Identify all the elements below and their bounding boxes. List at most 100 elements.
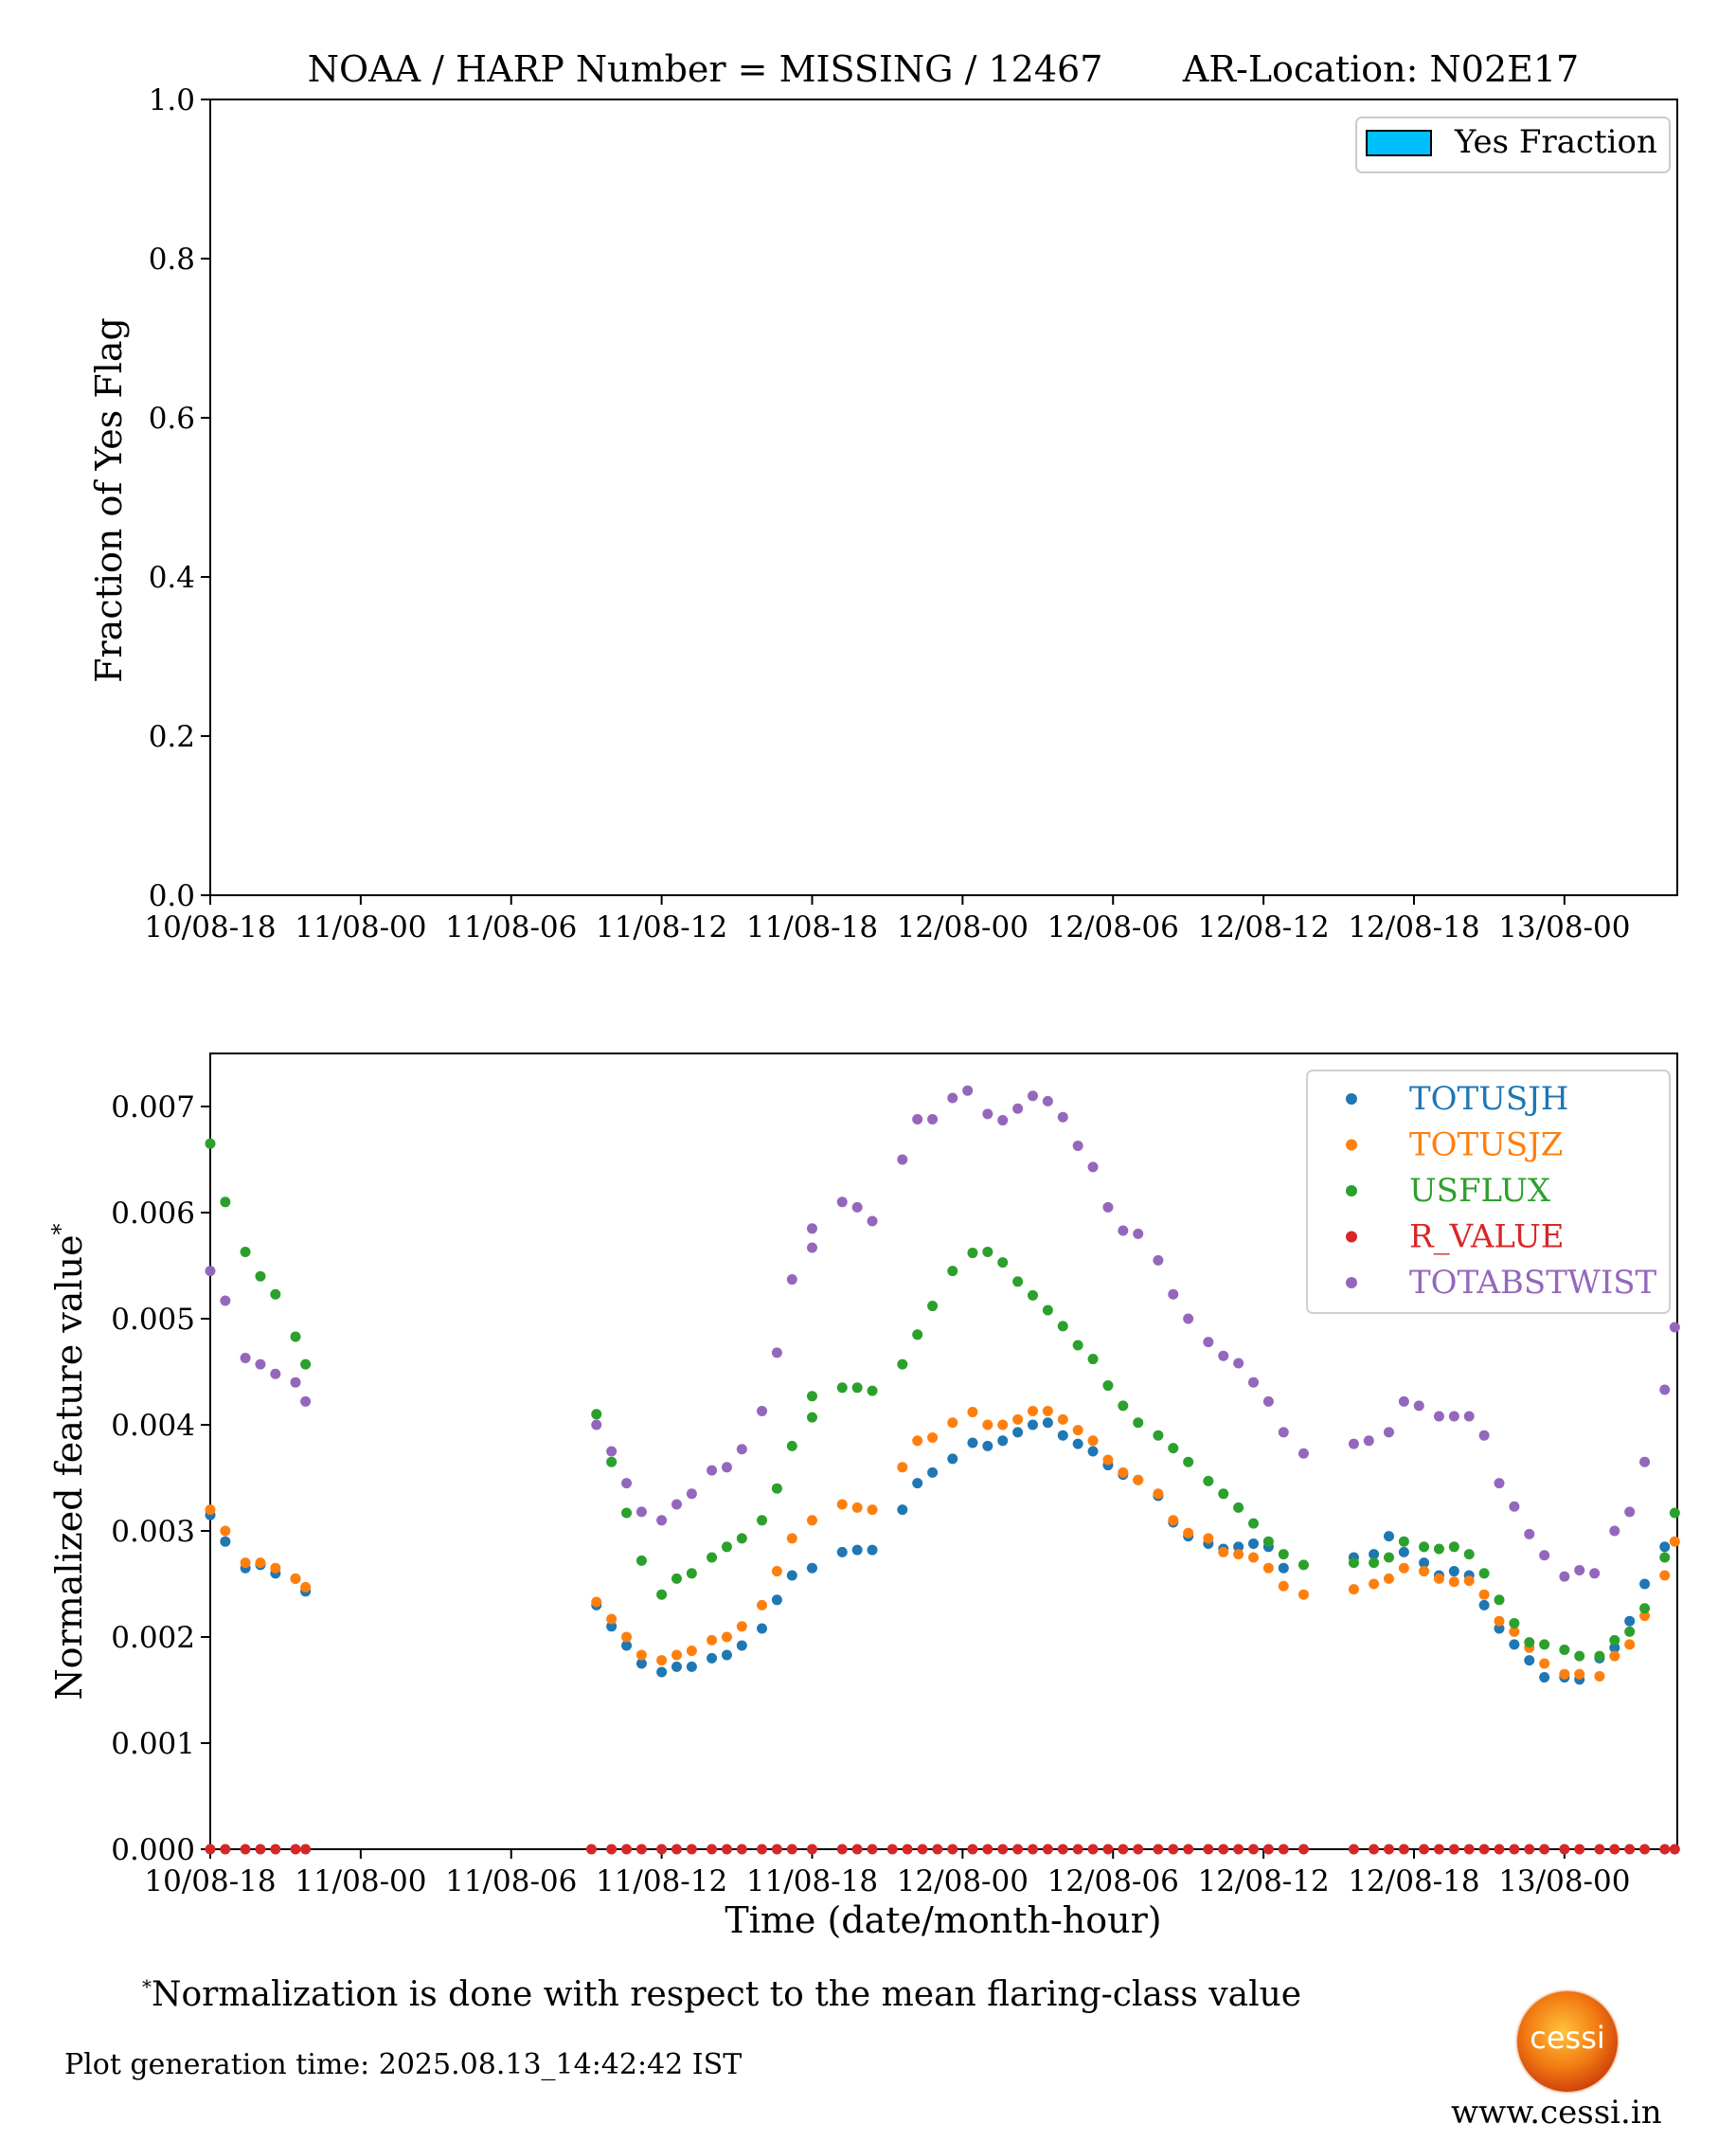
data-point-r-value bbox=[1298, 1844, 1309, 1855]
data-point-totabstwist bbox=[1248, 1376, 1260, 1388]
data-point-usflux bbox=[1624, 1626, 1636, 1637]
data-point-totusjz bbox=[786, 1533, 797, 1544]
feature-x-tick-label: 11/08-18 bbox=[746, 1864, 878, 1898]
feature-y-axis-label-marker: * bbox=[47, 1223, 74, 1234]
legend-label-totabstwist: TOTABSTWIST bbox=[1409, 1264, 1657, 1302]
data-point-totabstwist bbox=[962, 1085, 974, 1096]
data-point-totabstwist bbox=[606, 1446, 617, 1457]
footnote-text: Normalization is done with respect to th… bbox=[152, 1975, 1302, 2014]
data-point-r-value bbox=[1559, 1844, 1570, 1855]
data-point-totabstwist bbox=[707, 1465, 718, 1476]
data-point-r-value bbox=[290, 1844, 301, 1855]
data-point-totabstwist bbox=[1348, 1438, 1359, 1449]
data-point-totusjz bbox=[927, 1431, 939, 1443]
data-point-r-value bbox=[270, 1844, 281, 1855]
data-point-usflux bbox=[1594, 1650, 1605, 1662]
data-point-usflux bbox=[736, 1533, 747, 1544]
data-point-totusjz bbox=[671, 1649, 683, 1661]
data-point-usflux bbox=[1233, 1502, 1244, 1513]
footnote-marker: * bbox=[142, 1975, 152, 1998]
data-point-totusjh bbox=[867, 1544, 878, 1556]
data-point-r-value bbox=[1659, 1844, 1671, 1855]
data-point-totusjh bbox=[851, 1544, 863, 1556]
data-point-usflux bbox=[897, 1358, 908, 1370]
data-point-totabstwist bbox=[1463, 1411, 1475, 1422]
legend-frame bbox=[1355, 117, 1671, 173]
data-point-totusjh bbox=[635, 1658, 647, 1669]
data-point-usflux bbox=[1183, 1456, 1194, 1467]
data-point-totabstwist bbox=[806, 1223, 817, 1234]
data-point-usflux bbox=[1218, 1488, 1229, 1500]
data-point-r-value bbox=[1183, 1844, 1194, 1855]
data-point-totabstwist bbox=[721, 1462, 732, 1473]
data-point-totabstwist bbox=[851, 1201, 863, 1213]
data-point-usflux bbox=[1559, 1644, 1570, 1655]
yes-fraction-y-tick-label: 1.0 bbox=[149, 83, 195, 117]
feature-y-tick-label: 0.004 bbox=[111, 1409, 195, 1443]
data-point-usflux bbox=[867, 1385, 878, 1396]
data-point-usflux bbox=[1433, 1543, 1444, 1555]
data-point-usflux bbox=[621, 1507, 633, 1519]
data-point-totabstwist bbox=[736, 1444, 747, 1455]
data-point-totusjh bbox=[1057, 1430, 1068, 1441]
data-point-r-value bbox=[1102, 1844, 1114, 1855]
data-point-usflux bbox=[1087, 1354, 1099, 1365]
data-point-usflux bbox=[1509, 1617, 1520, 1628]
data-point-totusjz bbox=[656, 1655, 668, 1666]
data-point-totusjh bbox=[220, 1536, 231, 1547]
data-point-usflux bbox=[927, 1301, 939, 1312]
data-point-usflux bbox=[771, 1483, 782, 1494]
data-point-totabstwist bbox=[1012, 1103, 1024, 1114]
data-point-usflux bbox=[967, 1248, 978, 1259]
data-point-r-value bbox=[585, 1844, 597, 1855]
data-point-usflux bbox=[240, 1246, 251, 1257]
data-point-usflux bbox=[1448, 1541, 1459, 1553]
data-point-totabstwist bbox=[806, 1242, 817, 1253]
data-point-usflux bbox=[1478, 1568, 1490, 1579]
data-point-r-value bbox=[867, 1844, 878, 1855]
data-point-totusjh bbox=[1639, 1578, 1651, 1590]
data-point-totusjz bbox=[1168, 1515, 1179, 1526]
data-point-totabstwist bbox=[1589, 1568, 1601, 1579]
data-point-totabstwist bbox=[1413, 1400, 1424, 1412]
legend-label-usflux: USFLUX bbox=[1409, 1172, 1551, 1210]
data-point-usflux bbox=[1609, 1634, 1620, 1646]
website-link[interactable]: www.cessi.in bbox=[1451, 2094, 1662, 2132]
data-point-usflux bbox=[1669, 1507, 1680, 1519]
data-point-totusjz bbox=[621, 1631, 633, 1643]
data-point-usflux bbox=[1262, 1536, 1274, 1547]
footnote: *Normalization is done with respect to t… bbox=[142, 1975, 1301, 2014]
series-totabstwist bbox=[205, 1085, 1680, 1582]
yes-fraction-panel: 0.0 0.2 0.4 0.6 0.8 1.0 10/08-18 11/08-00 11/08-… bbox=[88, 83, 1678, 945]
data-point-totabstwist bbox=[1233, 1358, 1244, 1369]
data-point-totusjh bbox=[1087, 1446, 1099, 1457]
data-point-totabstwist bbox=[1278, 1427, 1289, 1438]
data-point-totusjz bbox=[1383, 1573, 1394, 1584]
data-point-r-value bbox=[1448, 1844, 1459, 1855]
data-point-usflux bbox=[1278, 1549, 1289, 1560]
data-point-usflux bbox=[656, 1589, 668, 1600]
data-point-r-value bbox=[1057, 1844, 1068, 1855]
data-point-usflux bbox=[1118, 1400, 1129, 1412]
data-point-totabstwist bbox=[621, 1478, 633, 1489]
data-point-totabstwist bbox=[1183, 1313, 1194, 1324]
data-point-usflux bbox=[707, 1552, 718, 1563]
data-point-totabstwist bbox=[1433, 1411, 1444, 1422]
data-point-totusjh bbox=[656, 1666, 668, 1678]
data-point-usflux bbox=[270, 1288, 281, 1300]
data-point-totusjh bbox=[982, 1440, 993, 1451]
yes-fraction-y-tick-label: 0.2 bbox=[149, 720, 195, 754]
data-point-totabstwist bbox=[1478, 1430, 1490, 1441]
data-point-totusjz bbox=[867, 1504, 878, 1516]
data-point-totabstwist bbox=[1102, 1201, 1114, 1213]
feature-y-tick-label: 0.002 bbox=[111, 1621, 195, 1655]
data-point-r-value bbox=[771, 1844, 782, 1855]
data-point-totusjh bbox=[1369, 1549, 1380, 1560]
data-point-usflux bbox=[1133, 1417, 1144, 1429]
data-point-totusjz bbox=[1494, 1615, 1505, 1627]
legend-label-totusjz: TOTUSJZ bbox=[1409, 1126, 1563, 1164]
data-point-totusjz bbox=[836, 1499, 848, 1510]
data-point-totusjz bbox=[1133, 1474, 1144, 1485]
feature-y-axis-label-text: Normalized feature value bbox=[48, 1234, 90, 1700]
feature-y-tick-label: 0.000 bbox=[111, 1833, 195, 1867]
